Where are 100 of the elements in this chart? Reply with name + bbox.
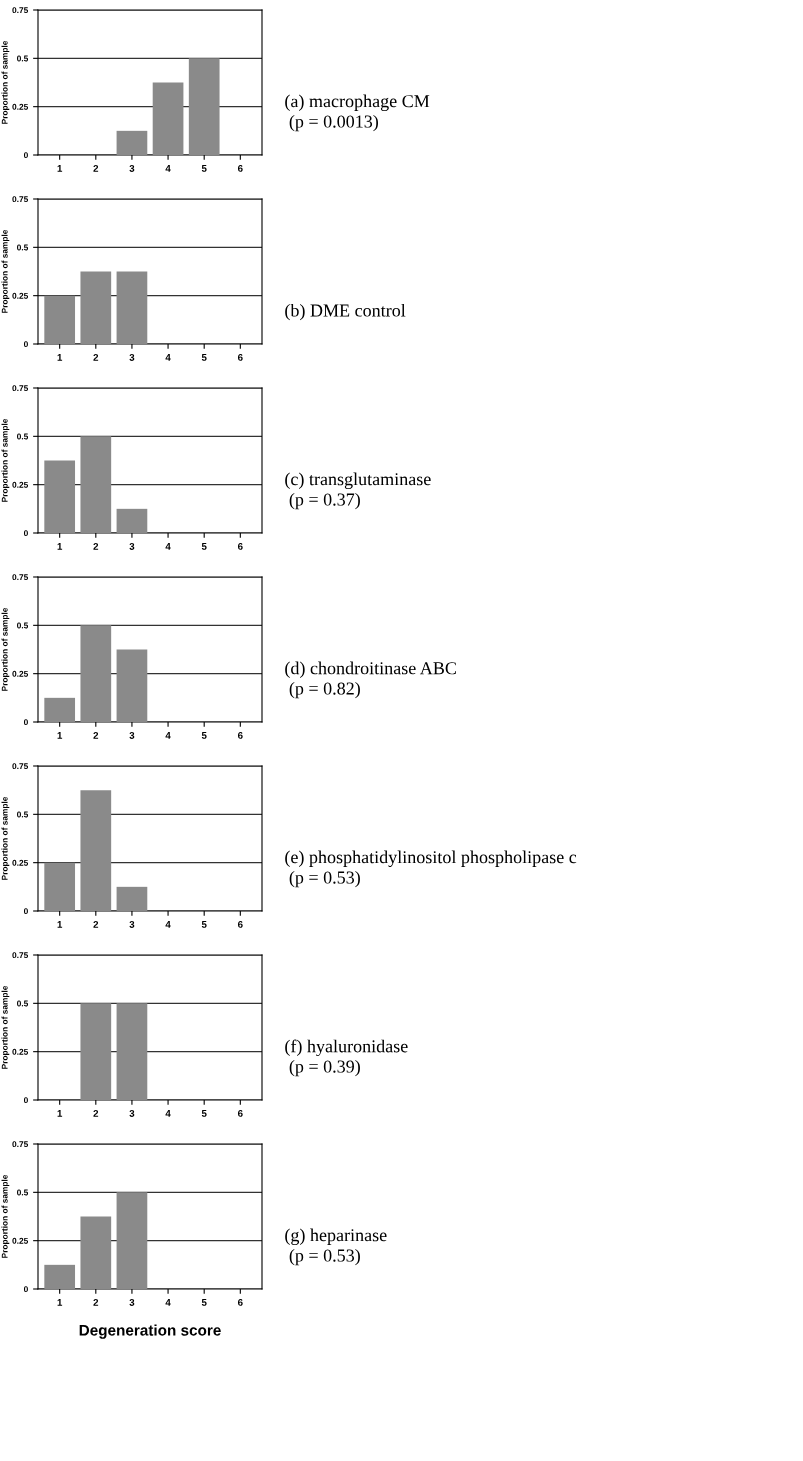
y-axis-title: Proportion of sample	[1, 607, 10, 691]
x-tick-label: 6	[237, 731, 243, 739]
x-tick-label: 4	[165, 1299, 171, 1306]
x-tick-label: 1	[57, 165, 63, 172]
x-tick-label: 5	[201, 732, 207, 739]
bar	[188, 58, 220, 155]
y-tick-label: 0.75	[12, 574, 29, 581]
x-tick-label: 1	[57, 543, 63, 550]
x-tick-label: 6	[237, 164, 243, 172]
x-tick-label: 2	[93, 164, 99, 172]
x-tick-label: 3	[129, 1109, 135, 1117]
y-tick-label: 0.75	[12, 385, 29, 392]
x-tick-label: 1	[57, 732, 63, 739]
x-axis-title: Degeneration score	[79, 1324, 221, 1339]
x-tick-label: 6	[237, 542, 243, 550]
x-tick-label: 6	[237, 1109, 243, 1117]
text: (c) transglutaminase	[285, 472, 431, 490]
bar	[116, 508, 148, 533]
y-tick-label: 0	[23, 908, 28, 915]
y-tick-label: 0	[23, 1097, 28, 1104]
y-tick-label: 0.25	[12, 1048, 29, 1055]
y-tick-label: 0.25	[12, 103, 29, 110]
x-tick-label: 4	[165, 354, 171, 361]
x-tick-label: 2	[93, 1298, 99, 1306]
text: (p = 0.37)	[289, 492, 360, 510]
x-tick-label: 2	[93, 1109, 99, 1117]
x-tick-label: 4	[165, 165, 171, 172]
y-tick-label: 0.25	[12, 292, 29, 299]
bar	[44, 1264, 76, 1289]
x-tick-label: 1	[57, 1110, 63, 1117]
bar	[116, 649, 148, 722]
x-tick-label: 5	[201, 354, 207, 361]
bar	[44, 697, 76, 722]
text: (p = 0.53)	[289, 1248, 360, 1266]
x-tick-label: 1	[57, 1299, 63, 1306]
x-tick-label: 3	[129, 731, 135, 739]
text: (p = 0.53)	[289, 870, 360, 888]
y-tick-label: 0.5	[17, 55, 29, 62]
x-tick-label: 6	[237, 353, 243, 361]
x-tick-label: 4	[165, 543, 171, 550]
x-tick-label: 3	[129, 920, 135, 928]
x-tick-label: 5	[201, 1110, 207, 1117]
y-axis-title: Proportion of sample	[1, 229, 10, 313]
x-tick-label: 3	[129, 164, 135, 172]
y-tick-label: 0.5	[17, 1189, 29, 1196]
text: (f) hyaluronidase	[285, 1039, 408, 1057]
y-tick-label: 0.25	[12, 481, 29, 488]
x-tick-label: 1	[57, 921, 63, 928]
y-tick-label: 0.5	[17, 244, 29, 251]
y-tick-label: 0.25	[12, 859, 29, 866]
y-tick-label: 0.5	[17, 811, 29, 818]
y-axis-title: Proportion of sample	[1, 418, 10, 502]
y-tick-label: 0.75	[12, 196, 29, 203]
x-tick-label: 2	[93, 920, 99, 928]
y-axis-title: Proportion of sample	[1, 1174, 10, 1258]
x-tick-label: 5	[201, 921, 207, 928]
y-tick-label: 0.75	[12, 1141, 29, 1148]
text: (a) macrophage CM	[285, 94, 430, 112]
x-tick-label: 3	[129, 353, 135, 361]
text: (e) phosphatidylinositol phospholipase c	[285, 850, 577, 868]
x-tick-label: 3	[129, 1298, 135, 1306]
bar	[116, 130, 148, 155]
y-tick-label: 0.75	[12, 952, 29, 959]
text: (g) heparinase	[285, 1228, 387, 1246]
x-tick-label: 4	[165, 732, 171, 739]
y-tick-label: 0.25	[12, 1237, 29, 1244]
bar	[80, 625, 112, 722]
bar	[80, 1216, 112, 1289]
text: (p = 0.0013)	[289, 114, 378, 132]
text: (p = 0.82)	[289, 681, 360, 699]
y-tick-label: 0.5	[17, 1000, 29, 1007]
x-tick-label: 2	[93, 731, 99, 739]
text: (b) DME control	[285, 303, 406, 321]
y-tick-label: 0	[23, 1286, 28, 1293]
y-tick-label: 0.75	[12, 763, 29, 770]
x-tick-label: 3	[129, 542, 135, 550]
y-tick-label: 0	[23, 719, 28, 726]
y-axis-title: Proportion of sample	[1, 985, 10, 1069]
x-tick-label: 4	[165, 921, 171, 928]
x-tick-label: 2	[93, 542, 99, 550]
text: (p = 0.39)	[289, 1059, 360, 1077]
bar	[116, 1192, 148, 1289]
x-tick-label: 5	[201, 543, 207, 550]
x-tick-label: 6	[237, 1298, 243, 1306]
x-tick-label: 4	[165, 1110, 171, 1117]
bar	[80, 790, 112, 911]
x-tick-label: 1	[57, 354, 63, 361]
x-tick-label: 5	[201, 165, 207, 172]
x-tick-label: 6	[237, 920, 243, 928]
text: (d) chondroitinase ABC	[285, 661, 456, 678]
y-tick-label: 0.5	[17, 433, 29, 440]
y-axis-title: Proportion of sample	[1, 40, 10, 124]
x-tick-label: 5	[201, 1299, 207, 1306]
y-tick-label: 0.75	[12, 7, 29, 14]
bar	[44, 862, 76, 911]
bar	[116, 886, 148, 911]
bar	[44, 460, 76, 533]
y-tick-label: 0	[23, 152, 28, 159]
bar	[80, 436, 112, 533]
y-tick-label: 0	[23, 341, 28, 348]
